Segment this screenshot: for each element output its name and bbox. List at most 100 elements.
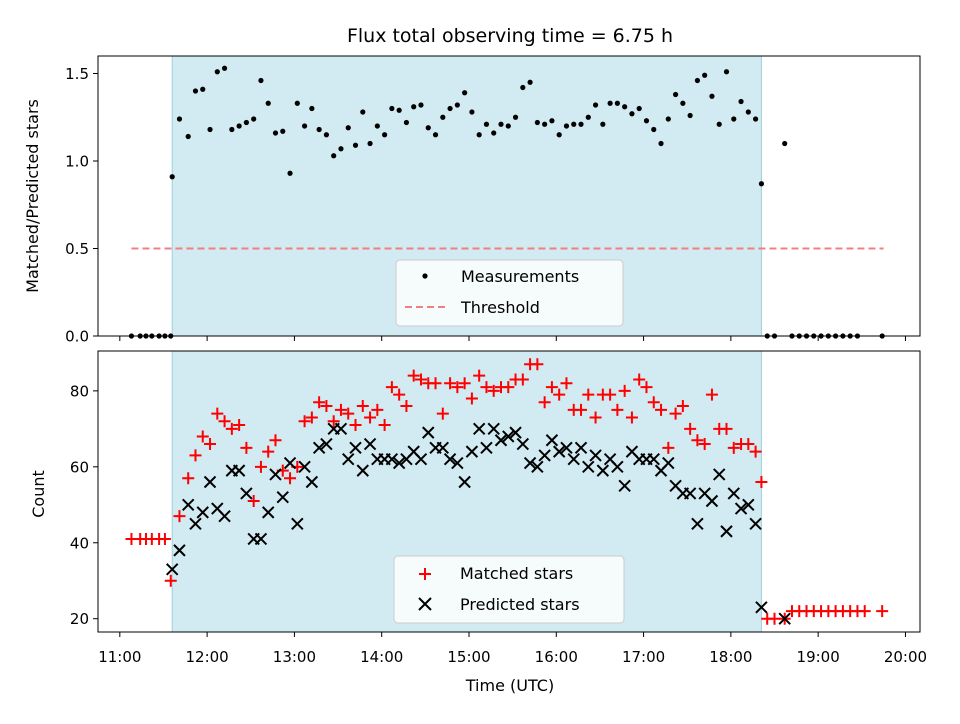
- measurement-point: [745, 109, 751, 115]
- matched-stars-point: [560, 377, 573, 390]
- predicted-stars-point: [589, 449, 602, 462]
- measurement-point: [592, 102, 599, 108]
- x-tick-label: 13:00: [273, 648, 316, 666]
- y-tick-label: 80: [70, 382, 89, 400]
- x-tick-label: 15:00: [447, 648, 490, 666]
- predicted-stars-point: [356, 464, 369, 477]
- measurement-point: [192, 88, 199, 94]
- measurement-point: [316, 126, 322, 133]
- predicted-stars-point: [742, 498, 755, 511]
- matched-stars-point: [158, 532, 171, 545]
- measurement-point: [542, 121, 548, 127]
- predicted-stars-point: [560, 441, 573, 455]
- measurement-point: [563, 123, 570, 129]
- matched-stars-point: [669, 407, 682, 420]
- predicted-stars-point: [451, 456, 464, 470]
- predicted-stars-point: [713, 468, 726, 481]
- legend-top-frame: [395, 259, 624, 327]
- matched-stars-point: [342, 407, 355, 420]
- matched-stars-point: [247, 494, 260, 507]
- matched-stars-point: [334, 403, 347, 416]
- predicted-stars-point: [516, 437, 530, 451]
- matched-stars-point: [647, 396, 660, 409]
- measurement-point: [287, 170, 293, 176]
- predicted-stars-point: [487, 422, 500, 436]
- matched-stars-point: [727, 441, 740, 454]
- predicted-stars-point: [443, 453, 457, 466]
- measurement-point: [382, 132, 388, 138]
- matched-stars-point: [196, 430, 209, 443]
- legend-top: Measurements Threshold: [395, 259, 624, 327]
- matched-stars-point: [298, 415, 311, 428]
- measurement-point: [243, 119, 249, 126]
- x-axis-label: Time (UTC): [465, 676, 554, 695]
- measurement-point: [512, 114, 519, 120]
- measurement-point: [251, 116, 257, 122]
- x-tick-label: 20:00: [884, 648, 927, 666]
- matched-stars-point: [284, 472, 297, 485]
- matched-stars-point: [182, 472, 195, 485]
- measurement-point: [556, 132, 562, 138]
- matched-stars-point: [473, 369, 486, 382]
- matched-stars-point: [589, 411, 602, 424]
- matched-stars-point: [451, 381, 464, 394]
- x-tick-label: 14:00: [360, 648, 403, 666]
- y-tick-label: 0.0: [65, 328, 89, 346]
- predicted-stars-point: [203, 475, 217, 489]
- measurement-point: [229, 126, 235, 133]
- matched-stars-point: [164, 574, 177, 587]
- predicted-stars-point: [465, 445, 479, 458]
- legend-measurements-marker: [422, 273, 428, 279]
- predicted-stars-point: [705, 494, 719, 508]
- matched-stars-point: [662, 441, 675, 454]
- predicted-stars-point: [305, 475, 319, 489]
- measurement-point: [687, 112, 693, 119]
- measurement-point: [221, 65, 228, 71]
- measurement-point: [469, 109, 475, 115]
- y-tick-label: 20: [70, 610, 89, 628]
- x-tick-label: 18:00: [709, 648, 752, 666]
- measurement-point: [462, 90, 468, 96]
- measurement-point: [176, 116, 183, 122]
- predicted-stars-point: [509, 426, 522, 439]
- matched-stars-point: [240, 441, 253, 454]
- predicted-stars-point: [596, 464, 610, 477]
- measurement-point: [360, 109, 366, 115]
- measurement-point: [680, 100, 686, 106]
- matched-stars-point: [313, 396, 326, 409]
- predicted-stars-point: [283, 456, 297, 470]
- measurement-point: [272, 130, 279, 136]
- measurement-point: [374, 123, 380, 129]
- matched-stars-point: [458, 377, 471, 390]
- measurement-point: [389, 105, 395, 112]
- predicted-stars-point: [422, 426, 435, 439]
- predicted-stars-point: [298, 460, 311, 474]
- predicted-stars-point: [720, 525, 733, 538]
- measurement-point: [614, 100, 620, 106]
- predicted-stars-point: [320, 437, 333, 451]
- measurement-point: [483, 121, 490, 127]
- matched-stars-point: [385, 381, 398, 394]
- matched-stars-point: [211, 407, 224, 420]
- legend-measurements-label: Measurements: [461, 267, 579, 286]
- predicted-stars-point: [240, 487, 253, 500]
- measurement-point: [338, 146, 344, 152]
- measurement-point: [491, 130, 497, 136]
- measurement-point: [323, 132, 330, 138]
- measurement-point: [694, 77, 701, 84]
- predicted-stars-point: [538, 449, 551, 462]
- matched-stars-point: [225, 422, 238, 435]
- predicted-stars-point: [291, 517, 304, 530]
- matched-stars-point: [356, 400, 369, 413]
- matched-stars-point: [407, 369, 420, 382]
- measurement-point: [352, 142, 359, 148]
- matched-stars-point: [582, 388, 595, 401]
- matched-stars-point: [218, 415, 231, 428]
- measurement-point: [236, 123, 242, 129]
- measurement-point: [643, 118, 650, 124]
- matched-stars-point: [611, 403, 624, 416]
- predicted-stars-point: [349, 441, 362, 455]
- measurement-point: [331, 153, 337, 159]
- measurement-point: [505, 123, 511, 129]
